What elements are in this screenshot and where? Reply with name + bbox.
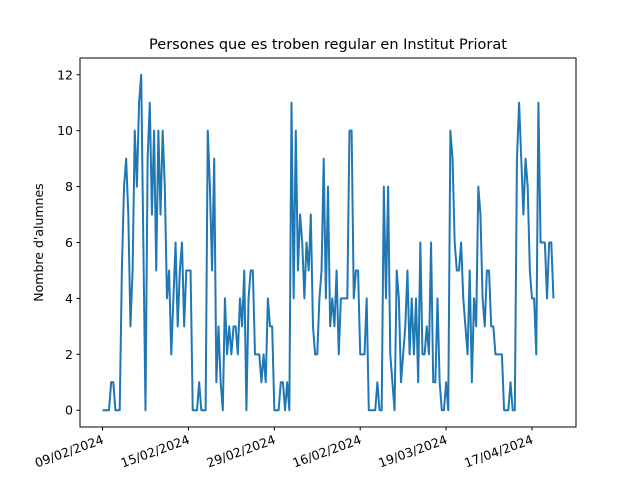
- y-tick-label: 4: [65, 291, 73, 306]
- x-tick-label: 19/03/2024: [376, 432, 449, 471]
- x-tick-label: 16/02/2024: [290, 432, 363, 471]
- y-tick-label: 10: [57, 123, 73, 138]
- y-tick-label: 2: [65, 347, 73, 362]
- x-tick-label: 09/02/2024: [33, 432, 106, 471]
- chart-title: Persones que es troben regular en Instit…: [149, 37, 507, 53]
- x-tick-label: 15/02/2024: [119, 432, 192, 471]
- plot-frame: [79, 57, 577, 428]
- x-tick-label: 29/02/2024: [205, 432, 278, 471]
- x-tick-label: 17/04/2024: [462, 432, 535, 471]
- series-line: [102, 73, 555, 412]
- y-tick-label: 12: [57, 67, 73, 82]
- x-axis: 09/02/2024 15/02/2024 29/02/2024 16/02/2024…: [33, 427, 535, 470]
- y-tick-label: 6: [65, 235, 73, 250]
- y-tick-label: 0: [65, 403, 73, 418]
- y-tick-label: 8: [65, 179, 73, 194]
- y-axis: 0 2 4 6 8 10 12: [57, 67, 80, 418]
- y-axis-label: Nombre d'alumnes: [31, 183, 46, 301]
